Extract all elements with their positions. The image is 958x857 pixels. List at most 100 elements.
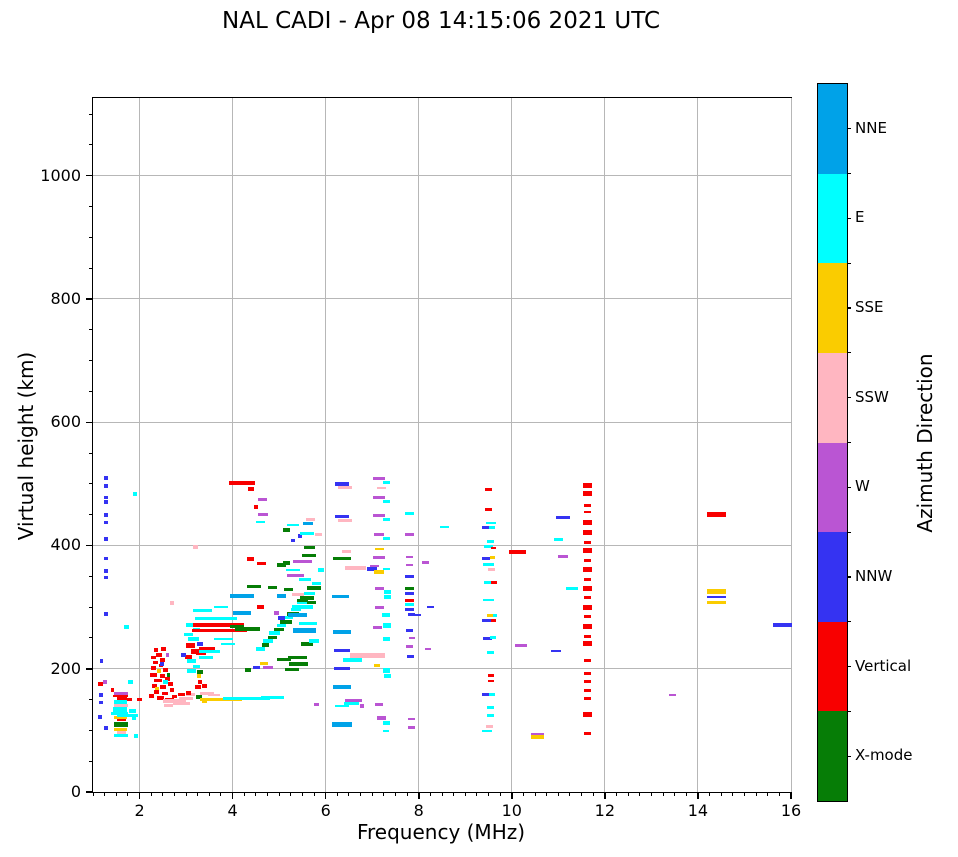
y-gridline — [93, 421, 791, 423]
echo-mark-E — [268, 631, 281, 635]
echo-mark-P — [338, 485, 353, 490]
echo-mark-E — [186, 659, 197, 664]
echo-mark-S — [706, 600, 727, 604]
echo-mark-B — [160, 661, 164, 666]
echo-mark-N — [230, 593, 254, 599]
colorbar-segment-nnw — [818, 532, 847, 622]
x-minor-tick — [255, 792, 257, 796]
echo-mark-W — [313, 702, 320, 707]
x-minor-tick — [162, 792, 164, 796]
x-minor-tick — [278, 792, 280, 796]
echo-mark-W — [370, 564, 379, 568]
x-minor-tick — [243, 792, 245, 796]
x-minor-tick — [429, 792, 431, 796]
x-minor-tick — [127, 792, 129, 796]
echo-mark-E — [482, 562, 495, 567]
echo-mark-V — [153, 678, 163, 683]
echo-mark-E — [133, 492, 137, 497]
echo-mark-B — [104, 537, 108, 542]
echo-mark-V — [583, 491, 592, 497]
echo-mark-V — [583, 547, 592, 553]
echo-mark-V — [198, 647, 216, 651]
echo-mark-E — [112, 707, 128, 712]
echo-mark-B — [405, 574, 414, 578]
echo-mark-E — [382, 668, 390, 674]
echo-mark-E — [255, 647, 266, 651]
x-minor-tick — [464, 792, 466, 796]
y-minor-tick — [89, 360, 93, 362]
echo-mark-X — [246, 584, 261, 588]
echo-mark-W — [345, 698, 362, 702]
x-major-tick — [790, 792, 792, 799]
x-minor-tick — [557, 792, 559, 796]
y-major-tick — [86, 421, 93, 423]
echo-mark-V — [150, 673, 157, 677]
echo-mark-B — [482, 693, 491, 697]
x-minor-tick — [301, 792, 303, 796]
colorbar-tick-label: SSW — [855, 387, 889, 406]
echo-mark-E — [487, 651, 495, 655]
x-minor-tick — [616, 792, 617, 796]
echo-mark-V — [158, 663, 164, 668]
echo-mark-E — [287, 523, 299, 527]
x-gridline — [232, 98, 234, 792]
echo-mark-E — [114, 700, 128, 704]
echo-mark-E — [311, 582, 321, 586]
echo-mark-B — [277, 616, 285, 621]
echo-mark-V — [583, 586, 592, 592]
colorbar-segment-w — [818, 442, 847, 533]
x-minor-tick — [406, 792, 408, 796]
echo-mark-P — [315, 532, 323, 537]
echo-mark-E — [256, 520, 265, 524]
y-major-tick — [86, 791, 93, 793]
echo-mark-E — [383, 595, 391, 600]
x-tick-label: 2 — [134, 801, 145, 820]
echo-mark-B — [405, 629, 413, 632]
echo-mark-V — [117, 718, 127, 722]
echo-mark-W — [408, 726, 416, 729]
echo-mark-V — [490, 619, 496, 623]
echo-mark-W — [165, 653, 170, 657]
y-major-tick — [86, 668, 93, 670]
echo-mark-X — [276, 657, 291, 662]
echo-mark-X — [274, 628, 284, 632]
echo-mark-B — [298, 534, 302, 539]
colorbar-tick-label: NNW — [855, 566, 893, 585]
echo-mark-V — [157, 696, 164, 701]
x-major-tick — [138, 792, 141, 799]
echo-mark-W — [359, 704, 365, 709]
echo-mark-P — [200, 692, 214, 695]
echo-mark-V — [583, 712, 592, 718]
echo-mark-V — [177, 692, 185, 697]
x-gridline — [790, 98, 792, 792]
echo-mark-W — [258, 497, 268, 501]
echo-mark-N — [331, 594, 350, 599]
echo-mark-W — [668, 694, 676, 697]
colorbar-center-tick — [847, 755, 851, 757]
echo-mark-B — [104, 520, 108, 525]
echo-mark-V — [172, 694, 177, 699]
echo-mark-X — [282, 528, 290, 532]
echo-mark-X — [276, 563, 287, 568]
x-minor-tick — [476, 792, 478, 796]
x-tick-label: 12 — [594, 801, 616, 820]
echo-mark-S — [155, 686, 160, 691]
echo-mark-V — [584, 577, 591, 581]
x-minor-tick — [348, 792, 350, 796]
colorbar-boundary-tick — [847, 441, 851, 444]
echo-mark-X — [197, 669, 203, 674]
echo-mark-V — [150, 666, 157, 670]
echo-mark-V — [149, 694, 154, 698]
echo-mark-V — [584, 596, 591, 600]
echo-mark-E — [127, 680, 133, 685]
echo-mark-X — [300, 596, 315, 600]
echo-mark-P — [117, 730, 127, 734]
echo-mark-V — [153, 660, 159, 665]
echo-mark-S — [374, 547, 384, 551]
echo-mark-V — [584, 635, 591, 639]
echo-mark-E — [382, 518, 390, 522]
echo-mark-V — [584, 671, 591, 675]
echo-mark-E — [317, 568, 325, 572]
echo-mark-V — [98, 682, 103, 686]
x-minor-tick — [674, 792, 676, 796]
